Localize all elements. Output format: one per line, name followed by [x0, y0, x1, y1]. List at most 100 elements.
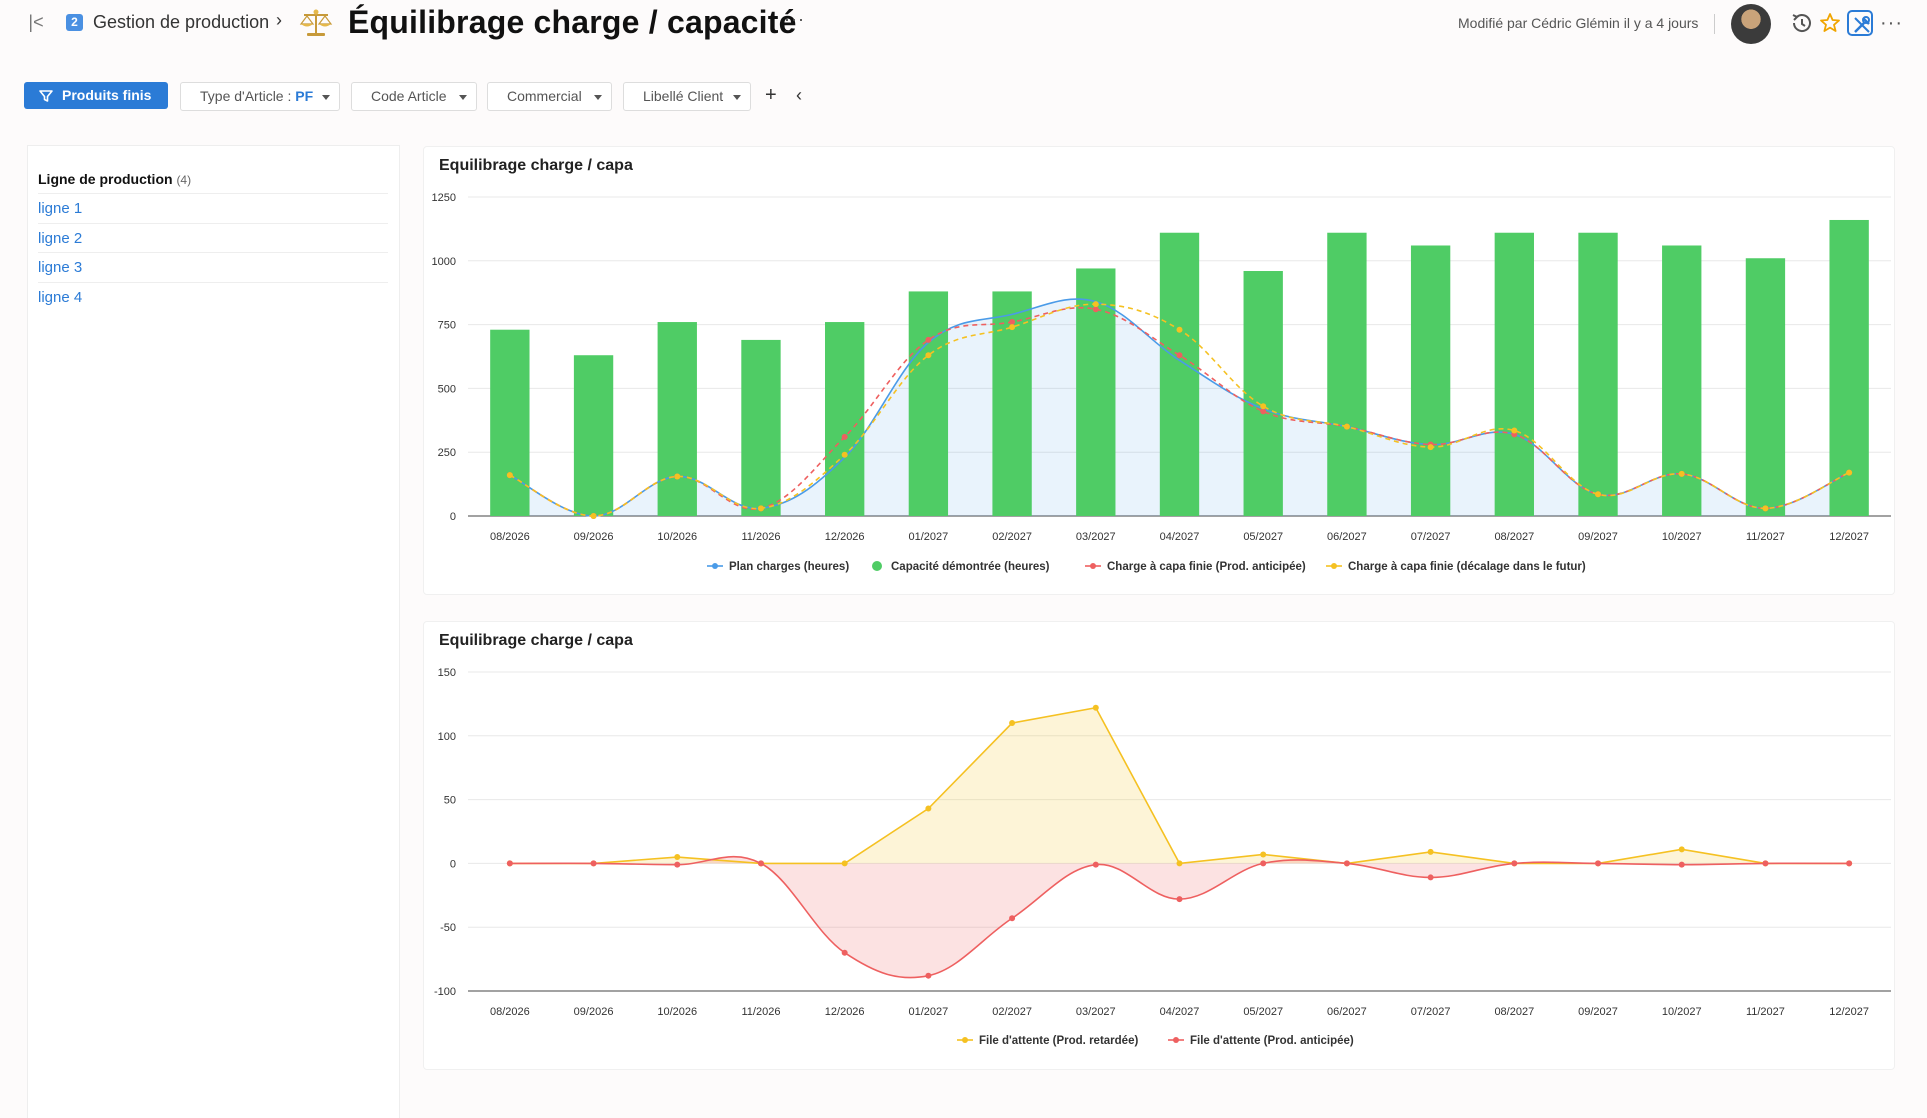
- x-tick-label: 06/2027: [1327, 531, 1367, 543]
- x-tick-label: 10/2027: [1662, 531, 1702, 543]
- breadcrumb-link[interactable]: Gestion de production: [93, 12, 270, 32]
- more-icon[interactable]: ···: [784, 9, 805, 29]
- data-point: [1343, 860, 1350, 867]
- data-point: [1260, 408, 1267, 415]
- legend-marker: [1331, 563, 1337, 569]
- x-tick-label: 07/2027: [1411, 1006, 1451, 1018]
- data-point: [1343, 423, 1350, 430]
- list-item-ligne-1[interactable]: ligne 1: [38, 193, 388, 223]
- y-tick-label: 150: [438, 667, 456, 679]
- legend-label: File d'attente (Prod. anticipée): [1190, 1035, 1354, 1047]
- x-tick-label: 12/2027: [1829, 1006, 1869, 1018]
- star-icon[interactable]: [1817, 10, 1843, 36]
- data-point: [1678, 846, 1685, 853]
- data-point: [506, 860, 513, 867]
- x-tick-label: 08/2027: [1494, 1006, 1534, 1018]
- data-point: [590, 860, 597, 867]
- y-tick-label: 1000: [432, 256, 456, 268]
- filter-bar: Produits finis Type d'Article : PF Code …: [0, 82, 1927, 112]
- x-tick-label: 08/2027: [1494, 531, 1534, 543]
- produits-finis-button[interactable]: Produits finis: [24, 82, 168, 109]
- data-point: [925, 805, 932, 812]
- data-point: [925, 972, 932, 979]
- data-point: [1678, 470, 1685, 477]
- legend-label: Capacité démontrée (heures): [891, 561, 1050, 573]
- legend-marker: [1173, 1037, 1179, 1043]
- x-tick-label: 11/2026: [741, 531, 780, 543]
- breadcrumb-badge[interactable]: 2: [66, 14, 83, 31]
- caret-down-icon: [594, 95, 602, 100]
- data-point: [925, 352, 932, 359]
- data-point: [1260, 403, 1267, 410]
- series-area: [509, 856, 1850, 978]
- data-point: [506, 472, 513, 479]
- filter-type-article-label: Type d'Article :: [200, 88, 296, 104]
- legend-marker: [872, 561, 882, 571]
- data-point: [1092, 704, 1099, 711]
- x-tick-label: 12/2027: [1829, 531, 1869, 543]
- data-point: [1009, 324, 1016, 331]
- filter-type-article[interactable]: Type d'Article : PF: [180, 82, 340, 111]
- data-point: [1009, 915, 1016, 922]
- x-tick-label: 04/2027: [1160, 531, 1200, 543]
- history-icon[interactable]: [1788, 10, 1814, 36]
- bar: [741, 339, 781, 516]
- data-point: [1762, 505, 1769, 512]
- x-tick-label: 12/2026: [825, 531, 865, 543]
- legend-label: Plan charges (heures): [729, 561, 849, 573]
- data-point: [757, 860, 764, 867]
- capacity-chart: 0 250 500 750 1000 1250 08/2026 09/2026 10/2026 1…: [432, 192, 1891, 573]
- chevron-right-icon: ›: [276, 10, 282, 30]
- data-point: [841, 949, 848, 956]
- divider: [1714, 14, 1715, 34]
- data-point: [1511, 860, 1518, 867]
- filter-libelle-client[interactable]: Libellé Client: [623, 82, 751, 111]
- x-tick-label: 09/2027: [1578, 531, 1618, 543]
- filter-commercial[interactable]: Commercial: [487, 82, 612, 111]
- y-tick-label: 100: [438, 731, 456, 743]
- filter-commercial-label: Commercial: [507, 88, 582, 104]
- x-tick-label: 11/2027: [1746, 1006, 1785, 1018]
- y-tick-label: 250: [438, 447, 456, 459]
- list-item-ligne-3[interactable]: ligne 3: [38, 252, 388, 282]
- bar: [908, 291, 949, 516]
- list-item-ligne-4[interactable]: ligne 4: [38, 282, 388, 312]
- data-point: [925, 336, 932, 343]
- chevron-left-icon[interactable]: ‹: [796, 85, 802, 105]
- tools-icon[interactable]: [1847, 10, 1873, 36]
- x-tick-label: 08/2026: [490, 531, 530, 543]
- y-tick-label: -100: [434, 986, 456, 998]
- data-point: [1176, 352, 1183, 359]
- x-tick-label: 08/2026: [490, 1006, 530, 1018]
- chart-card-queue: Equilibrage charge / capa -100 -50 0 50 100 1…: [423, 621, 1895, 1070]
- data-point: [1176, 896, 1183, 903]
- x-tick-label: 03/2027: [1076, 531, 1116, 543]
- collapse-icon[interactable]: |<: [28, 12, 44, 32]
- chart-title: Equilibrage charge / capa: [439, 157, 633, 174]
- x-tick-label: 06/2027: [1327, 1006, 1367, 1018]
- page-title: Équilibrage charge / capacité: [348, 4, 797, 40]
- filter-code-article[interactable]: Code Article: [351, 82, 477, 111]
- modified-info: Modifié par Cédric Glémin il y a 4 jours: [1458, 15, 1699, 31]
- bar: [573, 355, 614, 516]
- bar: [825, 322, 865, 516]
- bar: [1494, 232, 1534, 516]
- scale-icon: [299, 9, 333, 36]
- data-point: [1846, 469, 1853, 476]
- dots-icon[interactable]: ···: [1880, 12, 1903, 34]
- data-point: [674, 861, 681, 868]
- page-header: |< 2 Gestion de production › Équilibrage…: [0, 0, 1927, 50]
- add-filter-icon[interactable]: +: [765, 84, 777, 106]
- x-tick-label: 09/2027: [1578, 1006, 1618, 1018]
- filter-type-article-value: PF: [295, 88, 314, 104]
- list-item-ligne-2[interactable]: ligne 2: [38, 223, 388, 253]
- panel-heading-label: Ligne de production: [38, 171, 173, 187]
- bar: [1578, 232, 1618, 516]
- avatar[interactable]: [1731, 4, 1771, 44]
- data-point: [1009, 720, 1016, 727]
- legend-marker: [962, 1037, 968, 1043]
- data-point: [841, 860, 848, 867]
- legend-marker: [712, 563, 718, 569]
- series-area: [509, 707, 1850, 864]
- x-tick-label: 11/2027: [1746, 531, 1785, 543]
